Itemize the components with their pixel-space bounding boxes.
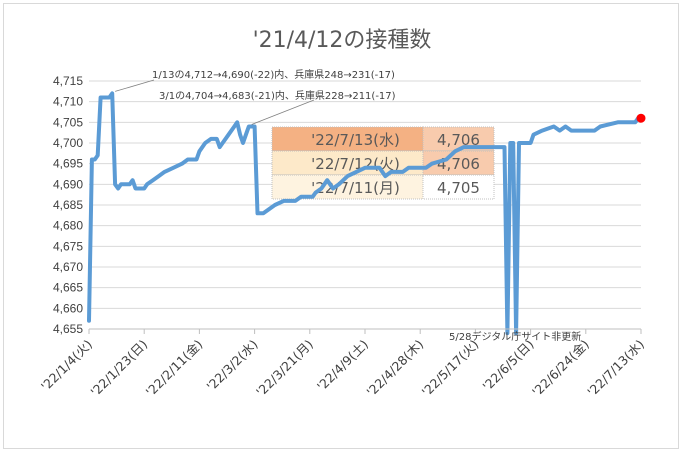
x-tick-label: '22/5/17(火) <box>419 337 482 400</box>
y-tick-label: 4,665 <box>53 281 83 295</box>
y-tick-label: 4,675 <box>53 239 83 253</box>
annotation-1: 1/13の4,712→4,690(-22)内、兵庫県248→231(-17) <box>152 68 395 81</box>
annotations: 1/13の4,712→4,690(-22)内、兵庫県248→231(-17) 3/… <box>115 68 581 343</box>
x-tick-label: '22/4/28(木) <box>363 337 426 400</box>
y-tick-label: 4,685 <box>53 198 83 212</box>
y-tick-label: 4,690 <box>53 177 83 191</box>
y-tick-label: 4,660 <box>53 301 83 315</box>
x-tick-label: '22/2/11(金) <box>143 337 206 400</box>
x-tick-label: '22/1/4(火) <box>38 337 95 394</box>
chart-title: '21/4/12の接種数 <box>253 28 432 53</box>
y-tick-label: 4,670 <box>53 260 83 274</box>
table-date-text: '22/7/11(月) <box>311 179 400 197</box>
table-value-text: 4,706 <box>437 155 480 173</box>
summary-table: '22/7/13(水) 4,706'22/7/12(火) 4,706'22/7/11… <box>271 126 495 200</box>
y-tick-label: 4,700 <box>53 136 83 150</box>
gridlines <box>89 80 641 330</box>
y-tick-label: 4,710 <box>53 95 83 109</box>
series-lines <box>87 91 646 336</box>
x-tick-label: '22/1/23(日) <box>87 337 150 400</box>
chart-frame: '21/4/12の接種数 4,655 4,660 4,665 4,670 4,675 4,… <box>3 3 679 449</box>
x-tick-label: '22/6/24(金) <box>529 337 592 400</box>
series-line-0 <box>87 91 643 336</box>
x-tick-label: '22/3/2(水) <box>203 337 260 394</box>
x-tick-label: '22/6/5(日) <box>479 337 536 394</box>
annotation-leader <box>115 79 155 92</box>
y-tick-label: 4,715 <box>53 74 83 88</box>
annotation-leader <box>251 99 315 125</box>
chart-svg: '21/4/12の接種数 4,6554,6604,6654,6704,6754,… <box>38 28 647 400</box>
x-tick-label: '22/3/21(月) <box>253 337 316 400</box>
y-tick-label: 4,695 <box>53 157 83 171</box>
x-tick-label: '22/4/9(土) <box>314 337 371 394</box>
x-tick-label: '22/7/13(水) <box>584 337 647 400</box>
annotation-3: 5/28デジタル庁サイト非更新 <box>449 330 581 343</box>
table-date-text: '22/7/13(水) <box>311 131 400 149</box>
latest-point-marker <box>636 113 646 123</box>
table-value-text: 4,706 <box>437 131 480 149</box>
table-value-cell <box>422 174 495 200</box>
y-tick-label: 4,705 <box>53 115 83 129</box>
y-tick-label: 4,655 <box>53 322 83 336</box>
annotation-2: 3/1の4,704→4,683(-21)内、兵庫県228→211(-17) <box>159 89 396 102</box>
y-axis-ticks: 4,655 4,660 4,665 4,670 4,675 4,680 4,685 4,690… <box>53 74 83 336</box>
y-tick-label: 4,680 <box>53 219 83 233</box>
table-date-cell <box>271 174 424 200</box>
table-value-text: 4,705 <box>437 179 480 197</box>
